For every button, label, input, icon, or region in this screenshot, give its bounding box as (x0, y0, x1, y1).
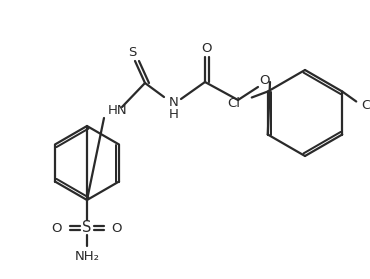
Text: O: O (202, 42, 212, 56)
Text: HN: HN (108, 104, 128, 117)
Text: O: O (112, 222, 122, 235)
Text: S: S (82, 220, 92, 235)
Text: S: S (128, 45, 136, 59)
Text: NH₂: NH₂ (74, 249, 100, 263)
Text: Cl: Cl (227, 97, 240, 110)
Text: O: O (259, 74, 269, 88)
Text: O: O (52, 222, 62, 235)
Text: Cl: Cl (362, 99, 370, 112)
Text: H: H (169, 109, 179, 121)
Text: N: N (169, 97, 179, 109)
